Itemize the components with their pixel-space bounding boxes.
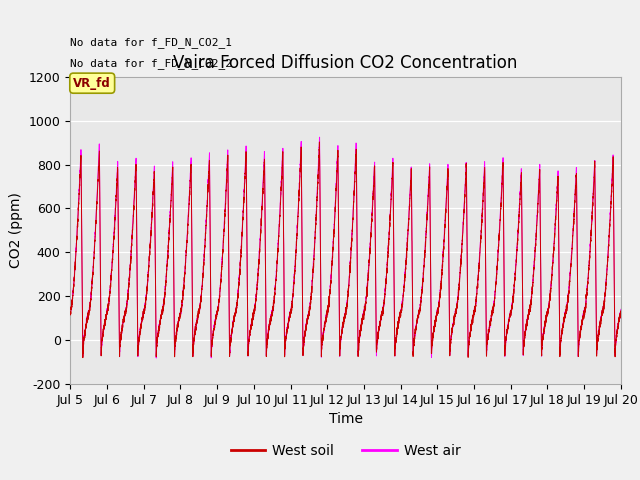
Line: West soil: West soil xyxy=(70,142,621,358)
West soil xyxy=(484,328,492,334)
West soil xyxy=(587,230,595,236)
West soil xyxy=(79,355,86,360)
Text: VR_fd: VR_fd xyxy=(74,77,111,90)
West air xyxy=(587,229,595,235)
West soil xyxy=(617,309,625,315)
West air xyxy=(594,338,602,344)
Line: West air: West air xyxy=(70,137,621,358)
West air xyxy=(152,355,160,361)
West soil xyxy=(327,278,335,284)
West air xyxy=(253,277,261,283)
X-axis label: Time: Time xyxy=(328,412,363,426)
Legend: West soil, West air: West soil, West air xyxy=(225,438,466,463)
West air xyxy=(316,134,323,140)
West air xyxy=(327,275,335,280)
West soil xyxy=(594,336,602,342)
West soil xyxy=(253,278,261,284)
West air xyxy=(617,307,625,312)
Text: No data for f_FD_N_CO2_2: No data for f_FD_N_CO2_2 xyxy=(70,59,232,69)
West air xyxy=(484,332,492,337)
West soil xyxy=(316,139,323,145)
West air xyxy=(67,308,74,314)
Title: Vaira Forced Diffusion CO2 Concentration: Vaira Forced Diffusion CO2 Concentration xyxy=(173,54,518,72)
West soil xyxy=(469,315,477,321)
Y-axis label: CO2 (ppm): CO2 (ppm) xyxy=(9,192,23,268)
Text: No data for f_FD_N_CO2_1: No data for f_FD_N_CO2_1 xyxy=(70,37,232,48)
West air xyxy=(469,316,477,322)
West soil xyxy=(67,310,74,315)
